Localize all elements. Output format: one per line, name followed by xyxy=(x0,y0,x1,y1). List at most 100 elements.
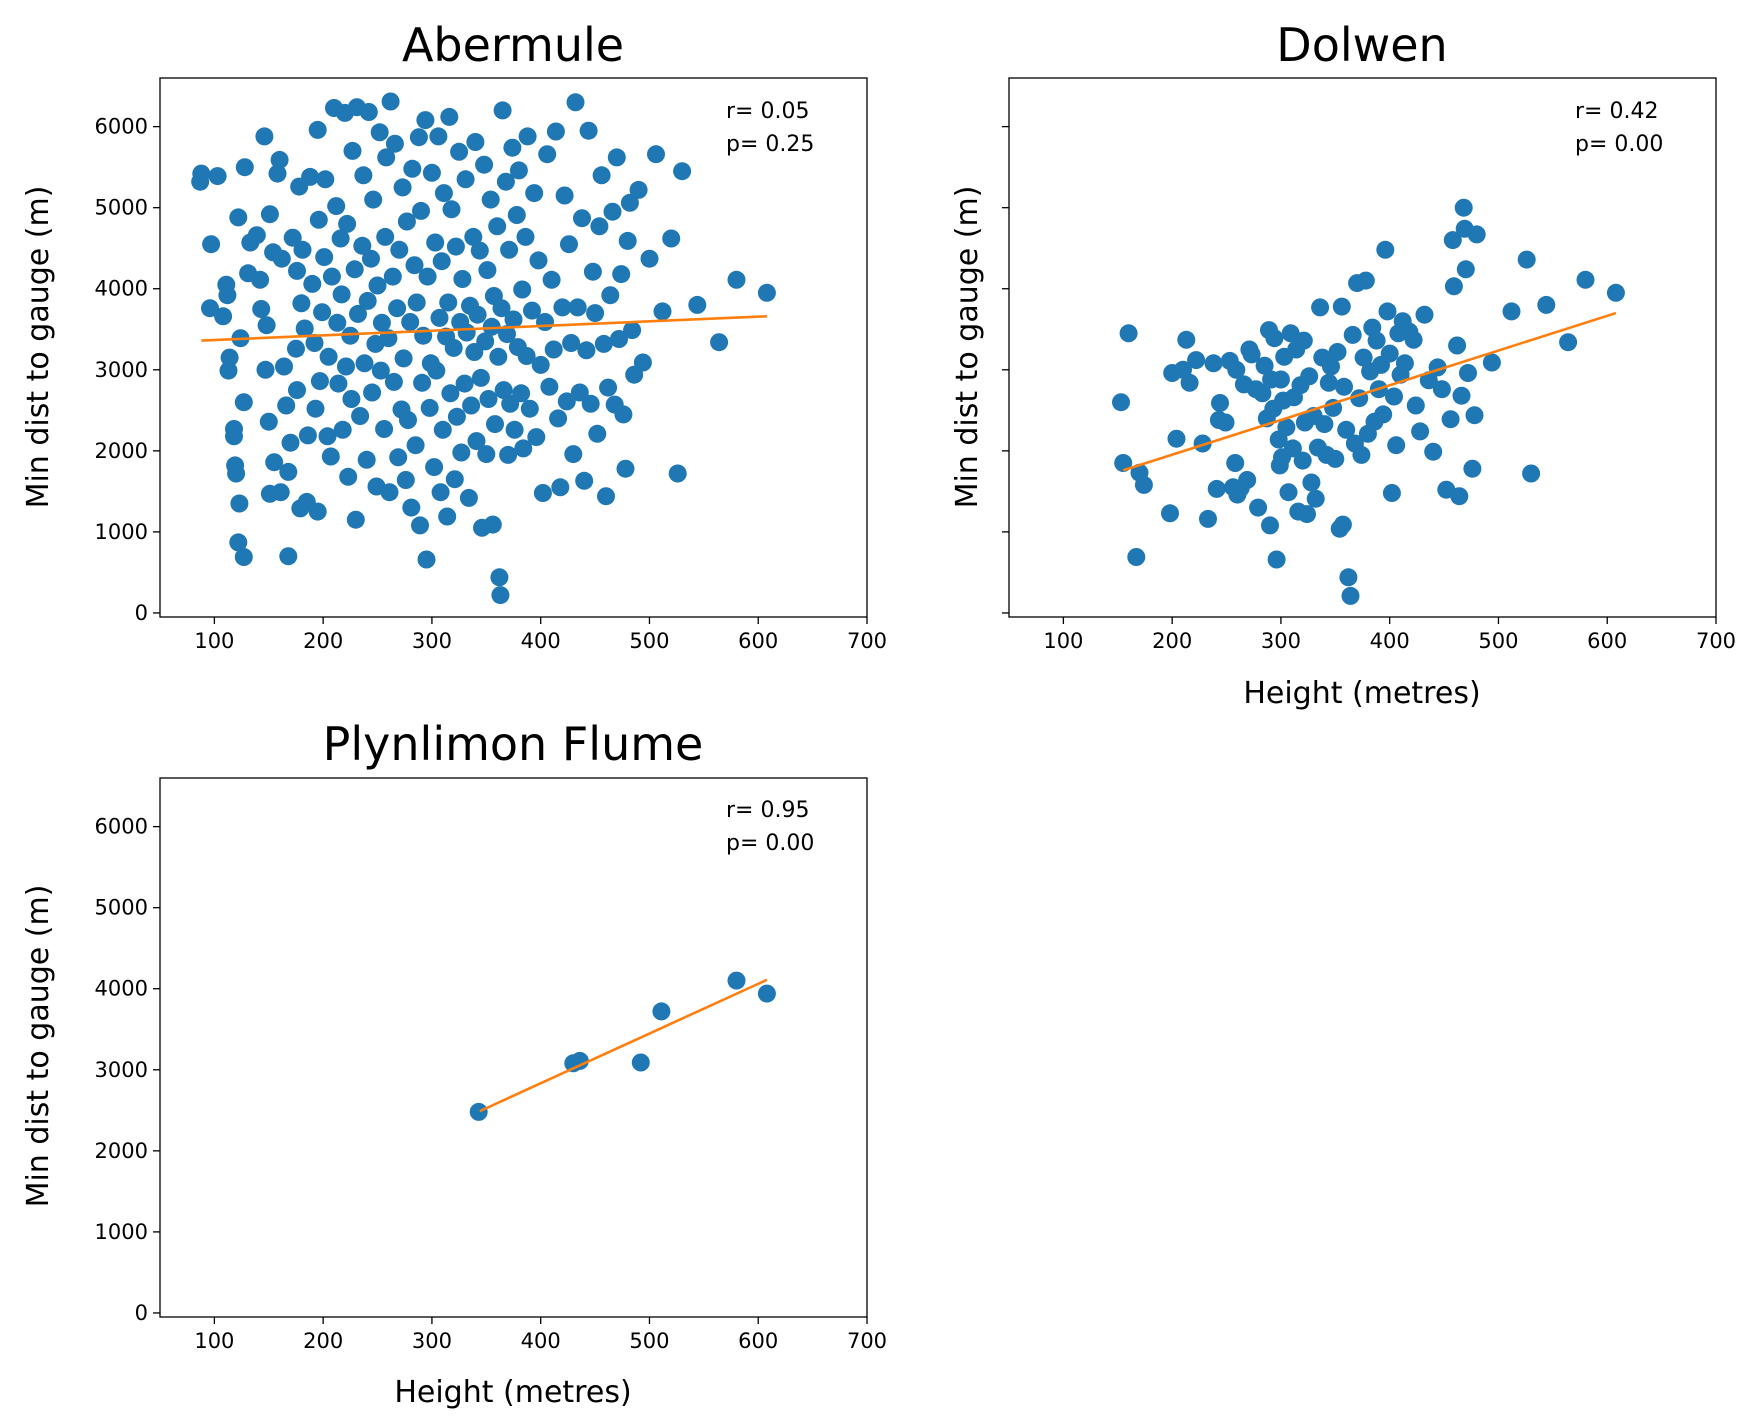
dolwen-axes-frame xyxy=(1008,77,1717,618)
scatter-point xyxy=(429,127,448,146)
scatter-point xyxy=(1450,487,1469,506)
scatter-point xyxy=(470,241,489,260)
scatter-point xyxy=(389,448,408,467)
scatter-point xyxy=(623,321,642,340)
scatter-point xyxy=(1337,420,1356,439)
scatter-point xyxy=(1298,505,1316,524)
scatter-point xyxy=(260,205,279,224)
scatter-point xyxy=(1207,479,1226,498)
scatter-point xyxy=(377,148,396,167)
abermule-y-tick-label: 5000 xyxy=(95,196,148,220)
scatter-point xyxy=(191,172,210,191)
scatter-point xyxy=(653,302,672,321)
dolwen-p-annotation: p= 0.00 xyxy=(1575,132,1663,157)
scatter-point xyxy=(1374,405,1393,424)
scatter-point xyxy=(475,155,494,174)
scatter-point xyxy=(315,248,334,267)
dolwen-xlabel: Height (metres) xyxy=(1243,676,1480,711)
scatter-point xyxy=(489,347,508,366)
scatter-point xyxy=(688,295,707,314)
scatter-point xyxy=(500,240,519,259)
plynlimon-flume-y-tick-label: 0 xyxy=(135,1301,148,1325)
scatter-point xyxy=(339,467,358,486)
scatter-point xyxy=(363,383,382,402)
scatter-point xyxy=(1261,516,1279,535)
scatter-point xyxy=(493,101,512,120)
scatter-point xyxy=(481,190,500,209)
scatter-point xyxy=(668,464,687,483)
scatter-point xyxy=(409,128,428,147)
scatter-point xyxy=(403,159,422,178)
scatter-point xyxy=(614,405,633,424)
scatter-point xyxy=(265,453,284,472)
scatter-point xyxy=(453,270,472,288)
scatter-point xyxy=(577,341,596,360)
scatter-point xyxy=(560,235,578,254)
scatter-point xyxy=(503,138,522,157)
scatter-point xyxy=(477,445,496,464)
scatter-point xyxy=(482,317,501,336)
scatter-point xyxy=(1267,550,1286,569)
scatter-point xyxy=(551,478,570,497)
scatter-point xyxy=(1311,298,1330,317)
scatter-point xyxy=(1255,356,1274,375)
abermule-x-tick-label: 200 xyxy=(303,629,343,653)
scatter-point xyxy=(1119,324,1138,343)
scatter-point xyxy=(327,197,346,216)
scatter-point xyxy=(629,180,648,199)
scatter-point xyxy=(295,319,314,338)
scatter-point xyxy=(235,158,254,177)
scatter-point xyxy=(359,103,378,121)
scatter-point xyxy=(1367,331,1386,350)
abermule-points xyxy=(191,92,776,605)
scatter-point xyxy=(1404,330,1423,349)
dolwen-x-tick-label: 600 xyxy=(1587,629,1627,653)
scatter-point xyxy=(1354,348,1373,367)
scatter-point xyxy=(727,270,746,289)
abermule-panel: Abermule Min dist to gauge (m) r= 0.05 p… xyxy=(21,18,887,653)
plynlimon-flume-x-tick-label: 200 xyxy=(303,1329,343,1353)
scatter-point xyxy=(337,357,355,376)
scatter-point xyxy=(1406,396,1425,415)
scatter-point xyxy=(202,235,221,254)
scatter-point xyxy=(225,420,243,438)
scatter-point xyxy=(1283,439,1302,458)
abermule-x-tick-label: 700 xyxy=(847,629,887,653)
scatter-point xyxy=(445,470,464,489)
abermule-x-tick-label: 600 xyxy=(738,629,778,653)
plynlimon-flume-x-tick-label: 700 xyxy=(847,1329,887,1353)
scatter-point xyxy=(518,127,537,146)
scatter-point xyxy=(416,111,435,130)
scatter-point xyxy=(504,310,523,329)
scatter-point xyxy=(1265,329,1284,348)
scatter-point xyxy=(1216,413,1235,432)
scatter-point xyxy=(616,459,635,478)
scatter-point xyxy=(247,226,266,245)
scatter-point xyxy=(1226,454,1245,472)
scatter-point xyxy=(396,471,415,489)
scatter-point xyxy=(575,471,594,490)
scatter-point xyxy=(564,445,583,464)
plynlimon-flume-y-tick-label: 6000 xyxy=(95,815,148,839)
scatter-point xyxy=(1482,353,1501,372)
scatter-point xyxy=(1211,394,1229,412)
scatter-point xyxy=(590,217,609,236)
scatter-point xyxy=(597,487,615,506)
plynlimon-flume-y-tick-label: 2000 xyxy=(95,1139,148,1163)
scatter-point xyxy=(271,483,290,502)
scatter-point xyxy=(640,249,659,268)
scatter-point xyxy=(1319,373,1338,392)
scatter-point xyxy=(1281,324,1300,343)
scatter-point xyxy=(433,420,452,439)
scatter-point xyxy=(376,227,395,246)
scatter-point xyxy=(399,411,417,429)
scatter-point xyxy=(381,92,400,111)
plynlimon-flume-y-tick-label: 1000 xyxy=(95,1220,148,1244)
scatter-point xyxy=(529,251,548,270)
scatter-point xyxy=(444,338,463,357)
dolwen-fit-line xyxy=(1122,311,1617,472)
scatter-point xyxy=(401,313,420,331)
scatter-point xyxy=(371,361,390,380)
scatter-point xyxy=(229,208,248,227)
scatter-point xyxy=(397,212,416,231)
